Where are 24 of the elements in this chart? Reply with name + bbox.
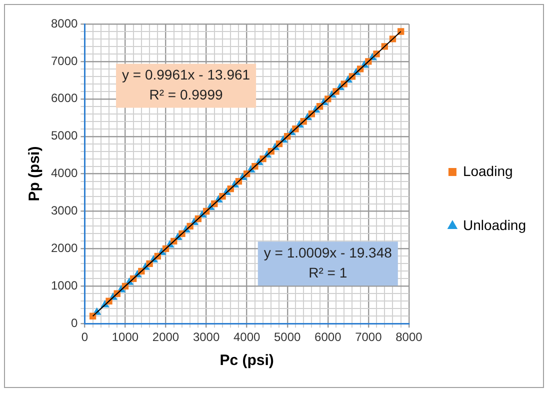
y-tick-label: 6000 <box>50 91 78 106</box>
x-tick-label: 8000 <box>396 330 423 344</box>
x-tick-label: 0 <box>81 330 88 344</box>
annotation: y = 0.9961x - 13.961 R² = 0.9999 <box>122 66 250 103</box>
legend-label: Unloading <box>462 216 526 233</box>
x-tick-label: 3000 <box>192 330 220 344</box>
y-tick-label: 3000 <box>50 204 78 218</box>
y-tick-label: 2000 <box>50 241 78 256</box>
x-axis-title: Pc (psi) <box>220 352 274 370</box>
y-tick-label: 5000 <box>50 128 78 143</box>
y-tick-label: 4000 <box>50 166 78 180</box>
y-tick-label: 1000 <box>50 278 78 292</box>
y-tick-label: 0 <box>71 316 78 330</box>
legend-label: Loading <box>462 162 513 179</box>
x-tick-label: 1000 <box>112 330 139 344</box>
x-tick-label: 6000 <box>314 330 342 344</box>
x-tick-label: 4000 <box>233 330 260 344</box>
x-tick-label: 2000 <box>152 330 180 344</box>
y-tick-label: 8000 <box>50 16 78 30</box>
annotation: y = 1.0009x - 19.348 R² = 1 <box>264 244 392 281</box>
x-tick-label: 7000 <box>355 330 382 344</box>
y-axis-title: Pp (psi) <box>26 146 44 202</box>
x-tick-label: 5000 <box>274 330 302 344</box>
y-tick-label: 7000 <box>50 54 78 68</box>
